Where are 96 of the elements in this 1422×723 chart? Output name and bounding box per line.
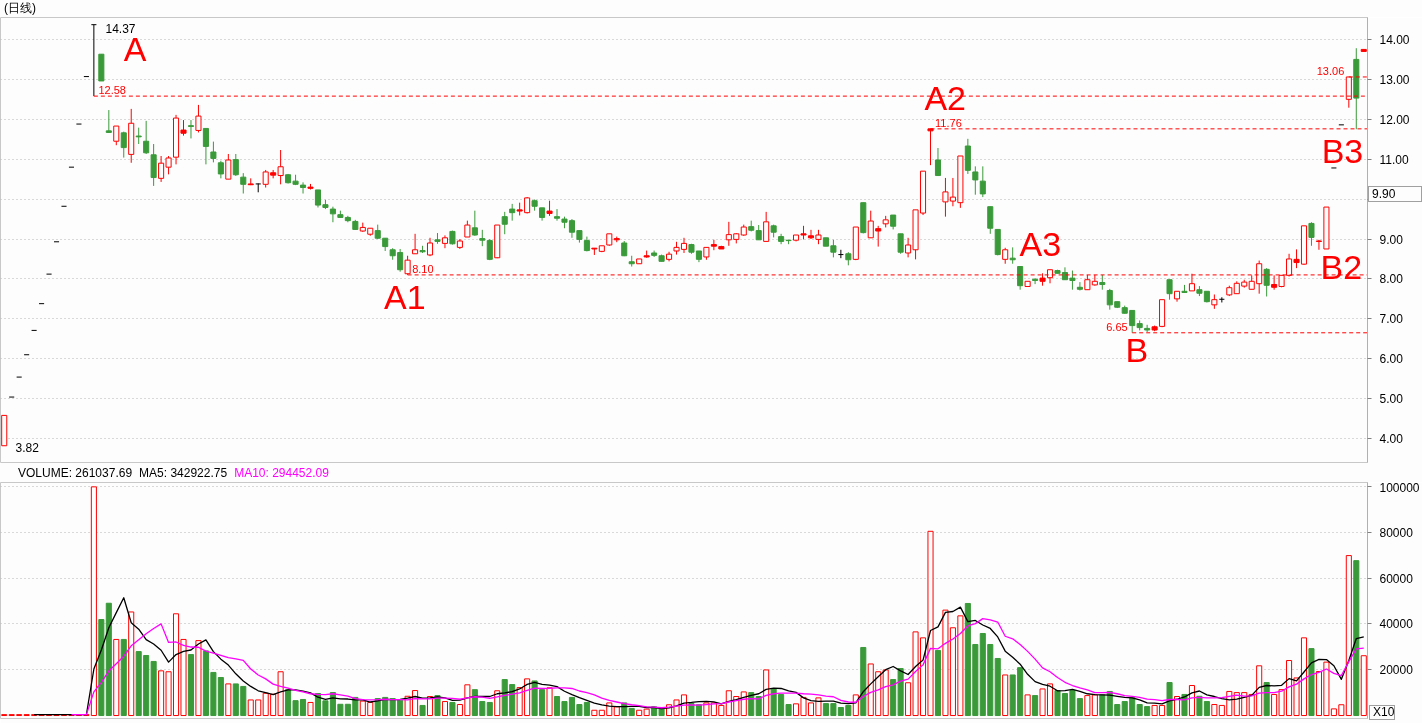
candlestick	[501, 211, 508, 235]
bar	[307, 701, 314, 717]
candlestick	[105, 109, 112, 133]
y-tick-label: 6.00	[1379, 352, 1404, 367]
candlestick	[441, 234, 448, 249]
annotation: B2	[1320, 247, 1363, 286]
candlestick	[113, 125, 120, 146]
candlestick	[120, 131, 127, 159]
bar	[628, 707, 635, 717]
y-tick-label: 7.00	[1379, 312, 1404, 327]
bar	[187, 654, 195, 717]
line-series	[70, 617, 1365, 716]
y-tick-label: 40000	[1379, 617, 1414, 632]
bar	[1166, 682, 1173, 717]
y-tick-label: 100000	[1379, 480, 1420, 495]
ref-line-label: 13.06	[1316, 64, 1345, 77]
bar	[1188, 685, 1195, 717]
annotation: A3	[1019, 224, 1062, 263]
y-tick-label: 8.00	[1379, 272, 1404, 287]
ref-line-label: 8.10	[412, 262, 434, 275]
candlestick	[897, 233, 904, 255]
bar	[441, 701, 448, 717]
candlestick	[553, 208, 561, 222]
bar	[860, 646, 867, 717]
bar	[195, 640, 202, 717]
bar	[113, 638, 120, 717]
candlestick	[1144, 324, 1151, 333]
bar	[120, 638, 127, 717]
bar	[449, 701, 456, 717]
y-tick-label: 13.00	[1379, 72, 1410, 87]
y-tick-label: 5.00	[1379, 392, 1404, 407]
candlestick	[1009, 246, 1016, 265]
candlestick	[240, 172, 247, 194]
bar	[1360, 655, 1367, 717]
bar	[1308, 648, 1315, 717]
candlestick	[1032, 277, 1039, 285]
y-tick-label: 4.00	[1379, 432, 1404, 447]
candlestick	[329, 206, 336, 223]
y-tick-label: 20000	[1379, 663, 1414, 678]
y-tick-label: 12.00	[1379, 112, 1410, 127]
candlestick	[1263, 267, 1270, 297]
candlestick	[972, 165, 979, 196]
candlestick	[412, 233, 419, 255]
candlestick	[202, 127, 209, 165]
bar	[613, 706, 620, 717]
bar	[1173, 696, 1181, 717]
bar	[1263, 682, 1270, 717]
bar	[994, 657, 1001, 717]
annotation: B3	[1321, 131, 1364, 170]
candlestick	[979, 165, 986, 198]
bar	[1002, 674, 1009, 717]
annotation: A1	[384, 277, 426, 316]
line-series	[33, 597, 1365, 716]
bar	[419, 704, 426, 717]
chart-title: (日线)	[4, 1, 36, 15]
candlestick	[187, 119, 195, 139]
text: 9.90	[1372, 187, 1396, 201]
text: MA5: 342922.75	[139, 466, 228, 480]
annotation: B	[1125, 331, 1149, 370]
bar	[934, 649, 942, 717]
bar	[1032, 695, 1039, 717]
chart-title: VOLUME: 261037.69	[18, 466, 133, 480]
candlestick	[934, 147, 942, 177]
candlestick	[195, 104, 202, 133]
bar	[763, 669, 770, 717]
candlestick	[210, 141, 217, 163]
candlestick	[763, 211, 770, 243]
bar	[128, 611, 135, 717]
candlestick	[232, 153, 239, 177]
candlestick	[471, 210, 478, 237]
text: MA10: 294452.09	[234, 466, 329, 480]
y-tick-label: 60000	[1379, 571, 1414, 586]
ref-line-label: 11.76	[935, 116, 962, 129]
annotation: 3.82	[15, 441, 40, 455]
candlestick	[143, 120, 150, 155]
bar	[546, 687, 553, 717]
candlestick	[1166, 279, 1173, 301]
candlestick	[987, 206, 994, 235]
ref-line-label: 12.58	[98, 84, 126, 97]
bar	[1024, 694, 1031, 717]
candlestick	[1308, 221, 1315, 247]
annotation: A2	[924, 78, 967, 117]
candlestick	[225, 153, 232, 180]
candlestick	[837, 249, 844, 259]
text: X10	[1373, 705, 1395, 719]
y-tick-label: 14.00	[1379, 32, 1410, 47]
y-tick-label: 11.00	[1379, 152, 1409, 167]
candlestick	[150, 143, 157, 187]
ref-line-label: 6.65	[1106, 320, 1128, 333]
y-tick-label: 9.00	[1379, 232, 1404, 247]
candlestick	[1076, 281, 1083, 291]
bar	[1353, 560, 1360, 717]
y-tick-label: 80000	[1379, 525, 1414, 540]
bar	[225, 683, 232, 717]
bar	[755, 696, 762, 717]
candlestick	[90, 24, 97, 97]
